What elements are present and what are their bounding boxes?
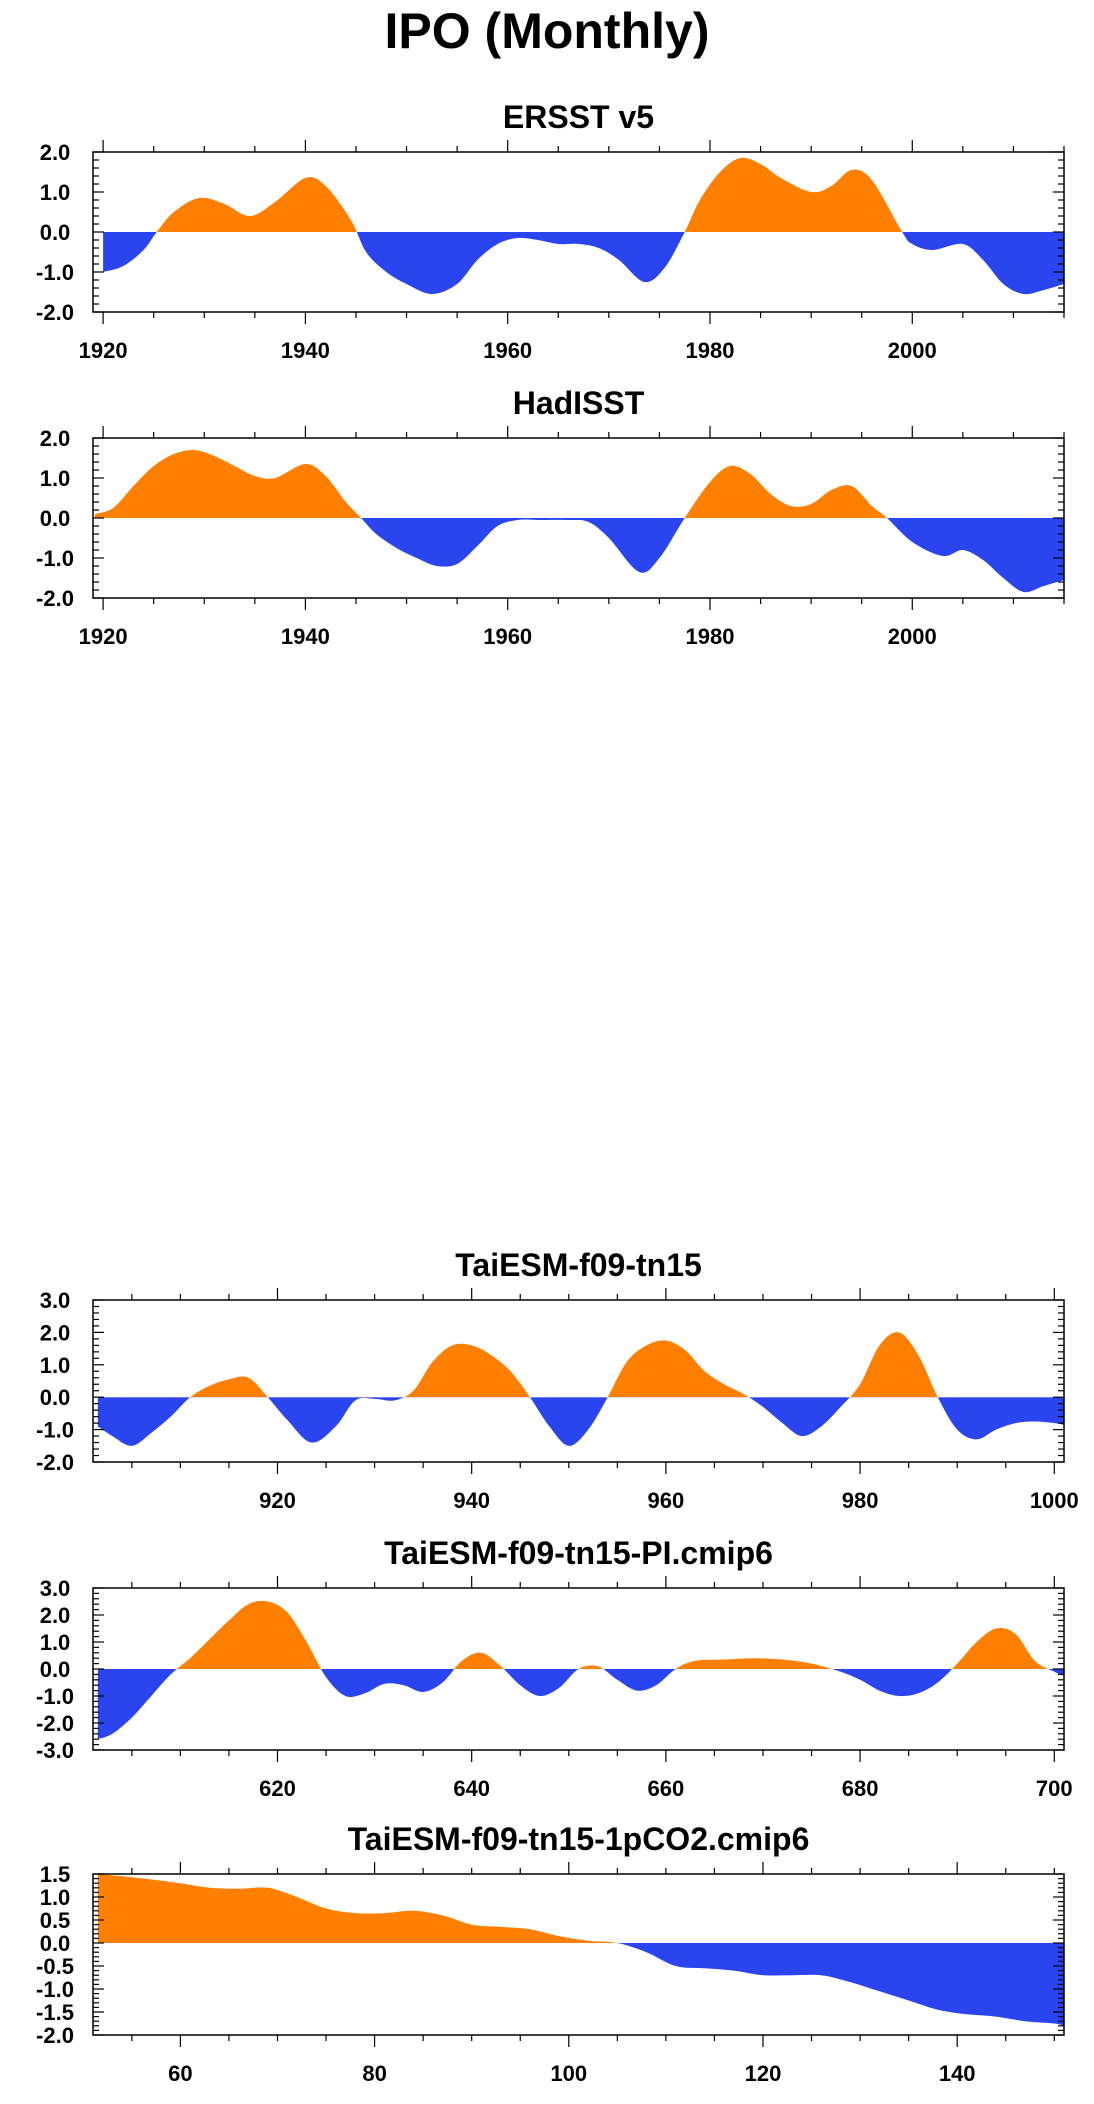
panel-1: -2.0 -1.0 0.0 1.0 2.0 1920 1940 1960 1980 2000 ERS… — [36, 99, 1065, 363]
panel-2: -2.0 -1.0 0.0 1.0 2.0 1920 1940 1960 1980 2000 Had… — [36, 385, 1065, 649]
y-tick-label: -0.5 — [36, 1954, 74, 1979]
x-tick-label: 1000 — [1030, 1488, 1079, 1513]
negative-area — [97, 1943, 1064, 2026]
x-tick-label: 660 — [648, 1776, 685, 1801]
positive-area — [97, 1874, 1064, 1943]
y-tick-label: -2.0 — [36, 2023, 74, 2048]
panel-3: -2.0 -1.0 0.0 1.0 2.0 3.0 920 940 960 980 1000 TaiE… — [36, 1247, 1079, 1513]
plot-frame — [92, 1299, 1065, 1463]
x-tick-label: 1940 — [281, 624, 330, 649]
y-tick-label: 2.0 — [40, 1603, 71, 1628]
y-tick-label: -1.5 — [36, 2000, 74, 2025]
negative-area — [97, 1669, 1064, 1740]
x-tick-label: 1980 — [686, 338, 735, 363]
y-tick-label: -2.0 — [36, 586, 74, 611]
y-tick-label: -1.0 — [36, 1418, 74, 1443]
panel-title: TaiESM-f09-tn15-1pCO2.cmip6 — [348, 1821, 810, 1857]
negative-area — [103, 232, 1064, 295]
negative-area — [95, 518, 1064, 593]
y-tick-label: -1.0 — [36, 1684, 74, 1709]
y-tick-label: 1.0 — [40, 1885, 71, 1910]
x-tick-label: 1960 — [483, 624, 532, 649]
y-tick-label: -1.0 — [36, 546, 74, 571]
positive-area — [190, 1332, 938, 1398]
y-tick-label: 0.0 — [40, 1385, 71, 1410]
y-tick-label: 3.0 — [40, 1576, 71, 1601]
x-tick-label: 1920 — [79, 624, 128, 649]
panel-title: HadISST — [513, 385, 645, 421]
positive-area — [95, 449, 1064, 518]
x-tick-label: 1920 — [79, 338, 128, 363]
x-tick-label: 920 — [259, 1488, 296, 1513]
y-tick-label: -2.0 — [36, 1711, 74, 1736]
panel-5: -2.0-1.5-1.0-0.50.00.51.01.5 60 80 100 120 14… — [36, 1821, 1065, 2086]
x-tick-label: 1980 — [686, 624, 735, 649]
x-tick-label: 680 — [842, 1776, 879, 1801]
x-tick-label: 80 — [362, 2061, 386, 2086]
x-tick-label: 700 — [1036, 1776, 1073, 1801]
panel-4: -3.0-2.0-1.00.01.02.03.0 620 640 660 680 700 T… — [36, 1535, 1073, 1801]
y-tick-label: 1.0 — [40, 466, 71, 491]
panel-title: ERSST v5 — [503, 99, 654, 135]
y-tick-label: -3.0 — [36, 1738, 74, 1763]
y-tick-label: -1.0 — [36, 1977, 74, 2002]
y-tick-label: 2.0 — [40, 140, 71, 165]
x-tick-label: 940 — [453, 1488, 490, 1513]
negative-area — [97, 1397, 1064, 1446]
x-tick-label: 640 — [453, 1776, 490, 1801]
y-tick-label: 0.0 — [40, 506, 71, 531]
x-tick-label: 1960 — [483, 338, 532, 363]
panel-title: TaiESM-f09-tn15 — [455, 1247, 702, 1283]
panel-title: TaiESM-f09-tn15-PI.cmip6 — [384, 1535, 773, 1571]
y-tick-label: 1.5 — [40, 1862, 71, 1887]
y-tick-label: 1.0 — [40, 180, 71, 205]
x-tick-label: 140 — [939, 2061, 976, 2086]
y-tick-label: 0.0 — [40, 220, 71, 245]
y-tick-label: 1.0 — [40, 1353, 71, 1378]
x-tick-label: 2000 — [888, 624, 937, 649]
y-tick-label: 2.0 — [40, 1320, 71, 1345]
y-tick-label: -2.0 — [36, 300, 74, 325]
y-tick-label: 0.0 — [40, 1931, 71, 1956]
y-tick-label: 0.5 — [40, 1908, 71, 1933]
y-tick-label: 1.0 — [40, 1630, 71, 1655]
y-tick-label: 3.0 — [40, 1288, 71, 1313]
positive-area — [103, 157, 1064, 232]
y-tick-label: 2.0 — [40, 426, 71, 451]
x-tick-label: 620 — [259, 1776, 296, 1801]
main-title: IPO (Monthly) — [384, 3, 710, 59]
x-tick-label: 2000 — [888, 338, 937, 363]
positive-area — [97, 1600, 1064, 1669]
y-tick-label: -1.0 — [36, 260, 74, 285]
x-tick-label: 960 — [648, 1488, 685, 1513]
y-tick-label: 0.0 — [40, 1657, 71, 1682]
y-tick-label: -2.0 — [36, 1450, 74, 1475]
x-tick-label: 60 — [168, 2061, 192, 2086]
x-tick-label: 120 — [745, 2061, 782, 2086]
x-tick-label: 1940 — [281, 338, 330, 363]
x-tick-label: 100 — [550, 2061, 587, 2086]
x-tick-label: 980 — [842, 1488, 879, 1513]
plot-frame — [92, 1873, 1065, 2036]
